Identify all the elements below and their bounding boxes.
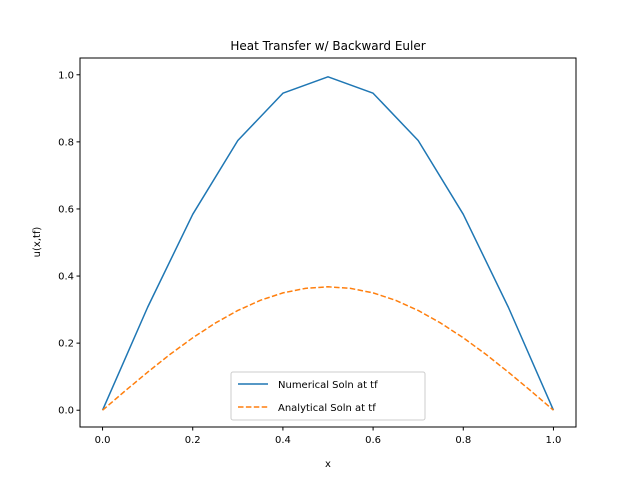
y-axis-label: u(x,tf) [32,227,43,258]
y-tick-label: 0.4 [58,272,74,283]
axes-frame [79,57,577,428]
legend-label-analytical: Analytical Soln at tf [278,403,376,414]
legend-label-numerical: Numerical Soln at tf [278,380,378,391]
y-tick-label: 0.6 [58,204,74,215]
series-line-numerical [101,76,555,411]
x-tick-label: 0.0 [95,435,111,446]
legend: Numerical Soln at tf Analytical Soln at … [230,371,426,421]
series-layer [101,76,555,411]
y-tick-label: 1.0 [58,70,74,81]
legend-box [230,371,426,421]
x-tick-label: 0.8 [455,435,471,446]
chart-title: Heat Transfer w/ Backward Euler [230,39,425,53]
y-tick-label: 0.0 [58,406,74,417]
axis-ticks: 0.0 0.2 0.4 0.6 0.8 1.0 0.0 0.2 0.4 0.6 0.8 1.0 [58,70,561,446]
series-line-analytical [102,286,554,411]
y-tick-label: 0.2 [58,339,74,350]
y-tick-label: 0.8 [58,137,74,148]
x-tick-label: 0.2 [185,435,201,446]
x-axis-label: x [325,459,331,470]
x-tick-label: 0.4 [275,435,291,446]
x-tick-label: 1.0 [546,435,562,446]
x-tick-label: 0.6 [365,435,381,446]
